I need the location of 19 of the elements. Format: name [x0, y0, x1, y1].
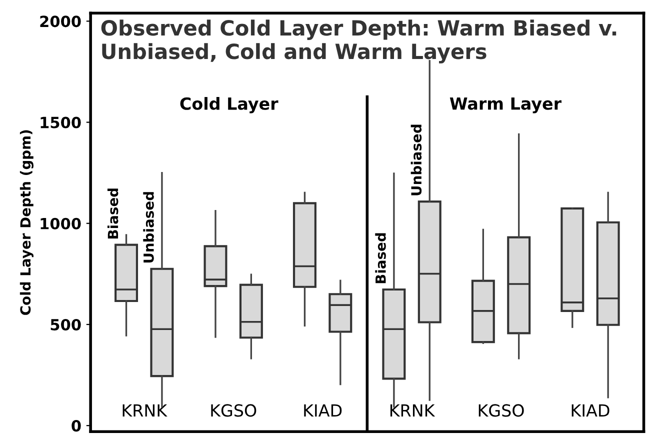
y-tick-label: 500 — [50, 318, 81, 330]
y-tick-label: 2000 — [40, 16, 81, 28]
x-tick-label: KIAD — [304, 404, 342, 417]
y-tick-label: 1500 — [40, 116, 81, 128]
x-tick-label: KGSO — [211, 404, 256, 417]
text: Observed Cold Layer Depth: Warm Biased v. Unbiased, Cold and Warm Layers — [101, 20, 616, 64]
annotation: Warm Layer — [450, 97, 562, 114]
text: Biased — [375, 233, 386, 284]
annotation: Cold Layer — [180, 97, 278, 114]
x-tick-label: KIAD — [572, 404, 610, 417]
x-tick-label: KRNK — [122, 404, 168, 417]
text: Biased — [107, 188, 118, 238]
text: Unbiased — [143, 192, 154, 263]
text: Unbiased — [410, 124, 422, 196]
y-tick-label: 1000 — [40, 218, 81, 230]
y-axis-title: Cold Layer Depth (gpm) — [20, 130, 34, 315]
x-tick-label: KRNK — [390, 404, 436, 417]
y-tick-label: 0 — [72, 420, 81, 432]
x-tick-label: KGSO — [478, 404, 524, 417]
